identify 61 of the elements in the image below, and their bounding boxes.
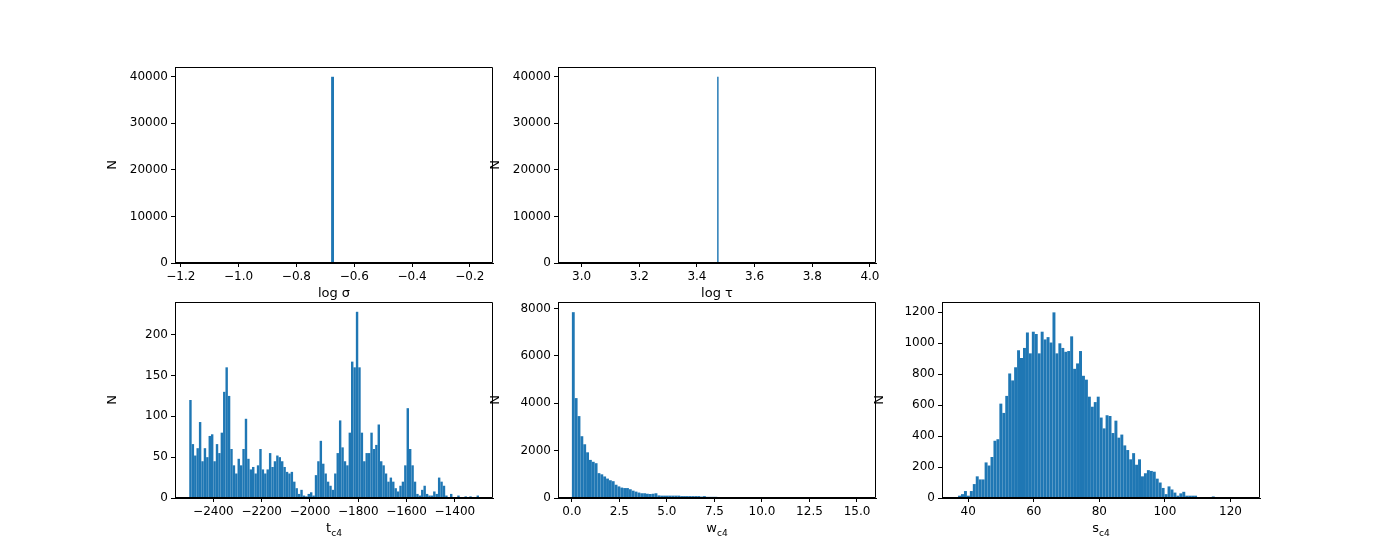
y-tick-label: 30000 — [512, 115, 551, 130]
x-tick-label: −0.6 — [339, 269, 369, 284]
x-tick-label: 3.4 — [687, 269, 707, 284]
y-tick-label: 1200 — [904, 304, 935, 319]
x-tick-label: 3.2 — [629, 269, 649, 284]
x-tick-label: −1600 — [386, 504, 427, 519]
y-tick-label: 50 — [152, 449, 168, 464]
x-tick-label: 12.5 — [796, 504, 823, 519]
x-tick-label: 15.0 — [843, 504, 871, 519]
y-tick-label: 1000 — [904, 335, 935, 350]
y-tick-label: 600 — [912, 397, 935, 412]
y-tick-label: 40000 — [512, 68, 551, 83]
y-tick-label: 800 — [912, 366, 935, 381]
y-tick-label: 20000 — [129, 162, 168, 177]
y-tick-label: 0 — [543, 255, 551, 270]
y-tick-label: 0 — [927, 490, 935, 505]
y-tick-label: 30000 — [129, 115, 168, 130]
x-tick-label: 5.0 — [657, 504, 677, 519]
y-tick-label: 200 — [145, 326, 168, 341]
y-tick-label: 0 — [160, 255, 168, 270]
x-tick-label: 7.5 — [704, 504, 724, 519]
x-tick-label: −0.8 — [281, 269, 311, 284]
x-tick-label: 60 — [1026, 504, 1042, 519]
x-axis-title: log τ — [701, 285, 734, 300]
y-tick-label: 8000 — [520, 300, 551, 315]
x-tick-label: 0.0 — [562, 504, 582, 519]
x-tick-label: 10.0 — [748, 504, 776, 519]
y-tick-label: 150 — [145, 367, 168, 382]
x-tick-label: 100 — [1153, 504, 1177, 519]
y-tick-label: 20000 — [512, 162, 551, 177]
x-tick-label: 4.0 — [860, 269, 880, 284]
x-tick-label: 80 — [1091, 504, 1107, 519]
y-tick-label: 40000 — [129, 68, 168, 83]
y-tick-label: 200 — [912, 459, 935, 474]
x-tick-label: 3.6 — [745, 269, 765, 284]
y-tick-label: 2000 — [520, 442, 551, 457]
x-tick-label: −0.4 — [397, 269, 427, 284]
x-tick-label: −1400 — [434, 504, 476, 519]
x-tick-label: −1.0 — [224, 269, 254, 284]
y-tick-label: 100 — [145, 408, 168, 423]
x-axis-title: log σ — [317, 285, 351, 300]
y-tick-label: 4000 — [520, 395, 551, 410]
x-tick-label: −2200 — [241, 504, 282, 519]
y-tick-label: 0 — [160, 490, 168, 505]
x-tick-label: −1.2 — [166, 269, 196, 284]
y-tick-label: 400 — [912, 428, 935, 443]
y-tick-label: 6000 — [520, 348, 551, 363]
y-tick-label: 10000 — [512, 208, 551, 223]
x-tick-label: −0.2 — [455, 269, 485, 284]
x-tick-label: 40 — [960, 504, 976, 519]
x-tick-label: −2400 — [193, 504, 234, 519]
x-tick-label: 120 — [1219, 504, 1242, 519]
x-tick-label: 3.8 — [802, 269, 822, 284]
x-tick-label: −2000 — [289, 504, 331, 519]
x-tick-label: 3.0 — [572, 269, 592, 284]
x-tick-label: 2.5 — [609, 504, 629, 519]
y-tick-label: 10000 — [129, 208, 168, 223]
x-tick-label: −1800 — [337, 504, 379, 519]
y-axis-title: N — [104, 160, 120, 170]
y-axis-title: N — [104, 395, 120, 405]
y-tick-label: 0 — [543, 490, 551, 505]
